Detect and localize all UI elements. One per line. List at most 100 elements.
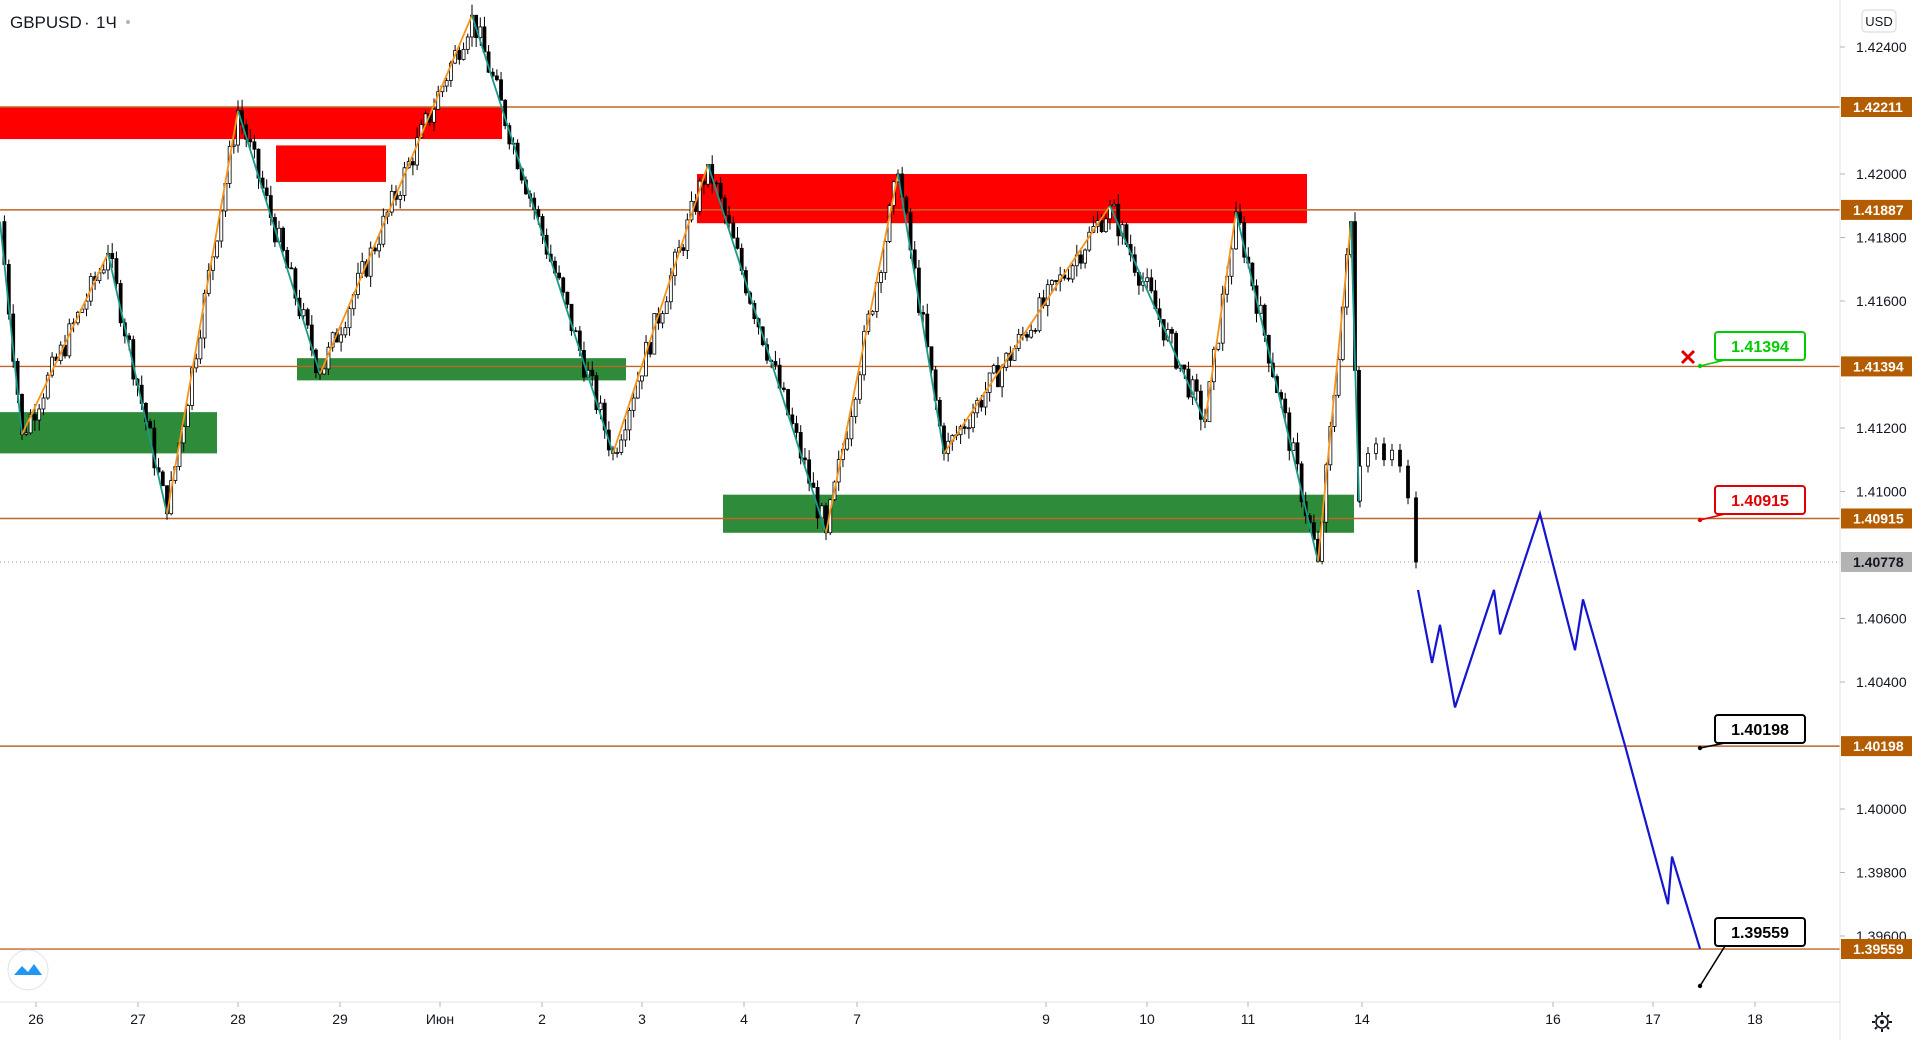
candle-body [1079,254,1083,264]
candle-body [402,167,407,196]
candle-body [194,358,199,369]
candle-body [681,247,686,251]
candle-body [281,227,286,251]
candle-body [1390,449,1394,461]
time-tick-label: 17 [1645,1011,1661,1027]
candle-body [879,272,883,283]
candle-body [1229,248,1234,277]
candle-body [979,399,984,408]
zigzag-up-leg [21,252,109,435]
candle-body [114,258,119,284]
header-separator: · [84,13,90,32]
candle-body [803,457,807,461]
price-callout[interactable]: 1.40915 [1697,485,1806,523]
callout-text: 1.40198 [1731,722,1789,739]
candle-body [1025,334,1029,338]
callout-text: 1.39559 [1731,925,1789,942]
close-icon[interactable] [1680,349,1696,365]
candle-body [853,398,858,418]
price-callout[interactable]: 1.40198 [1697,714,1806,751]
price-callout[interactable]: 1.39559 [1697,917,1806,989]
candle-body [1083,249,1087,264]
callout-box [1714,485,1806,515]
callout-text: 1.41394 [1731,339,1789,356]
currency-label: USD [1865,14,1892,29]
time-tick-label: 14 [1354,1011,1370,1027]
candle-body [1037,297,1042,332]
candle-body [1145,277,1150,282]
candle-body [339,334,344,343]
candle-body [1238,211,1242,224]
zigzag-up-leg [943,205,1111,454]
candle-body [660,313,665,324]
candle-body [1050,280,1054,286]
zigzag-down-leg [0,221,23,435]
price-tick-label: 1.42000 [1856,166,1907,182]
callout-anchor [1697,517,1703,523]
candle-body [45,374,50,399]
levels-layer [0,106,1840,950]
candle-body [921,312,925,315]
candle-body [615,452,620,454]
zigzag-up-leg [825,173,899,533]
candle-body [967,427,971,430]
time-tick-label: 18 [1747,1011,1763,1027]
candle-body [727,214,731,224]
price-tag-label: 1.42211 [1853,99,1903,115]
resistance-zone [0,107,502,140]
candle-body [594,375,599,411]
candle-body [1029,329,1034,338]
candle-body [714,182,719,185]
candle-body [494,75,499,81]
candle-body [904,196,909,214]
candle-body [794,423,799,433]
tradingview-logo-icon[interactable] [7,949,49,991]
candle-body [781,387,786,390]
currency-button[interactable]: USD [1861,9,1897,33]
candle-body [301,309,306,317]
candle-body [1312,522,1316,540]
price-tick-label: 1.41600 [1856,293,1907,309]
interval-label[interactable]: 1Ч [96,13,117,32]
candle-body [202,293,207,339]
forecast-path [1416,509,1702,950]
candle-body [343,327,348,336]
zigzag-down-leg [1109,205,1206,423]
candle-body [347,308,352,329]
candle-body [24,432,29,435]
candle-body [1033,329,1038,332]
callout-anchor [1697,983,1703,989]
candle-body [635,380,640,399]
price-callout[interactable]: 1.41394 [1697,331,1806,369]
time-tick-label: 4 [740,1011,748,1027]
candle-body [1170,329,1174,334]
zigzag-up-leg [319,14,473,375]
candle-body [322,368,327,375]
candle-body [432,108,436,123]
candle-body [845,438,850,450]
price-tags: 1.42211 1.41887 1.41394 1.40915 1.40198 1.395… [1841,97,1912,960]
callout-text: 1.40915 [1731,493,1789,510]
candle-body [790,414,795,425]
candle-body [1070,265,1075,280]
price-tag [1841,199,1912,220]
callout-anchor [1697,745,1703,751]
settings-gear-icon[interactable] [1872,1012,1892,1032]
time-tick-label: 11 [1241,1011,1256,1027]
symbol-label[interactable]: GBPUSD [10,13,82,32]
price-tick-label: 1.41800 [1856,230,1907,246]
time-axis[interactable]: 26 27 28 29 Июн 2 3 4 7 9 10 11 14 16 17 18 [28,1002,1763,1027]
price-tag-label: 1.41887 [1853,202,1904,218]
price-tick-label: 1.41000 [1856,484,1907,500]
time-tick-label: 26 [28,1011,44,1027]
candle-body [773,361,778,366]
candle-body [1374,443,1378,454]
time-tick-label: 10 [1139,1011,1155,1027]
price-tick-label: 1.40000 [1856,801,1907,817]
price-axis[interactable]: 1.42400 1.42000 1.41800 1.41600 1.41200 1.410… [1840,39,1907,944]
time-tick-label: Июн [426,1011,454,1027]
candle-body [619,439,624,453]
zigzag-down-leg [471,14,614,454]
